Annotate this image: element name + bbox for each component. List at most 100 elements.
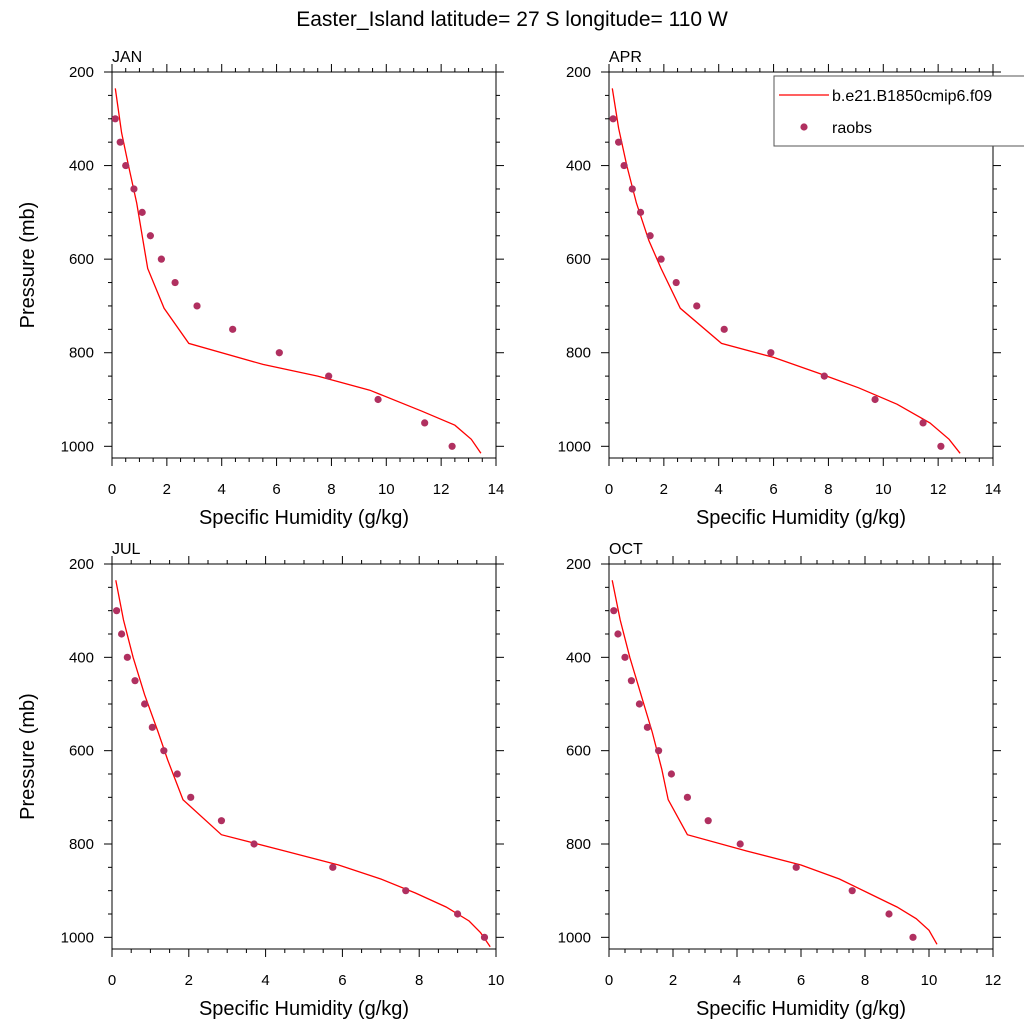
raobs-point: [767, 349, 775, 357]
plot-frame: [111, 71, 497, 459]
raobs-point: [250, 840, 258, 848]
x-tick-label: 2: [185, 972, 193, 989]
x-tick-label: 6: [769, 481, 777, 498]
y-tick-label: 800: [69, 345, 94, 362]
raobs-point: [792, 863, 800, 871]
model-line: [611, 88, 961, 454]
raobs-point: [187, 793, 195, 801]
legend-box: [773, 75, 1024, 147]
x-axis-label: Specific Humidity (g/kg): [199, 507, 409, 529]
x-tick-label: 10: [875, 481, 892, 498]
y-tick-label: 600: [69, 251, 94, 268]
raobs-point: [157, 255, 165, 263]
y-tick-label: 200: [69, 556, 94, 573]
raobs-point: [217, 817, 226, 825]
x-tick-label: 6: [338, 972, 346, 989]
data-area: [609, 88, 961, 454]
plot-frame: [608, 563, 994, 950]
raobs-point: [919, 419, 927, 427]
raobs-point: [627, 677, 636, 685]
raobs-point: [885, 910, 893, 918]
raobs-point: [693, 302, 701, 310]
x-tick-label: 10: [921, 972, 938, 989]
x-tick-label: 0: [108, 972, 116, 989]
raobs-point: [454, 910, 462, 918]
raobs-point: [704, 817, 712, 825]
figure-title: Easter_Island latitude= 27 S longitude= …: [296, 8, 728, 31]
raobs-point: [636, 208, 645, 216]
raobs-point: [683, 793, 692, 801]
legend-label-model: b.e21.B1850cmip6.f09: [832, 88, 992, 105]
x-tick-label: 10: [488, 972, 505, 989]
x-tick-label: 0: [108, 481, 116, 498]
raobs-point: [448, 442, 456, 450]
y-tick-label: 1000: [61, 929, 94, 946]
raobs-point: [848, 887, 856, 895]
y-tick-label: 200: [566, 556, 591, 573]
raobs-point: [146, 232, 154, 240]
raobs-point: [329, 863, 337, 871]
y-axis-label: Pressure (mb): [17, 693, 39, 820]
y-tick-label: 600: [69, 743, 94, 760]
raobs-point: [480, 933, 489, 941]
panel-title: JAN: [112, 49, 142, 66]
x-tick-label: 12: [433, 481, 450, 498]
x-tick-label: 2: [163, 481, 171, 498]
panel-title: APR: [609, 49, 642, 66]
raobs-point: [116, 138, 124, 146]
panel-title: OCT: [609, 541, 643, 558]
raobs-point: [657, 255, 665, 263]
x-tick-label: 2: [660, 481, 668, 498]
raobs-point: [131, 677, 139, 685]
panel-jul: 0 2 4 6 8 10 200 400 600 800 1000 JUL Specific Humid…: [17, 541, 504, 1020]
y-tick-label: 1000: [61, 438, 94, 455]
model-line: [115, 580, 491, 948]
y-tick-label: 200: [69, 64, 94, 81]
y-tick-label: 600: [566, 743, 591, 760]
x-tick-label: 2: [669, 972, 677, 989]
raobs-point: [374, 395, 382, 404]
raobs-point: [118, 630, 126, 638]
y-tick-label: 800: [566, 345, 591, 362]
raobs-point: [112, 115, 119, 123]
x-tick-label: 0: [605, 481, 613, 498]
x-tick-label: 8: [824, 481, 832, 498]
raobs-point: [141, 700, 149, 708]
x-axis-label: Specific Humidity (g/kg): [696, 507, 906, 529]
data-area: [112, 88, 482, 454]
x-tick-label: 12: [930, 481, 947, 498]
panel-title: JUL: [112, 541, 141, 558]
x-tick-label: 4: [715, 481, 723, 498]
model-line: [611, 580, 938, 945]
y-tick-label: 400: [69, 158, 94, 175]
raobs-point: [871, 395, 879, 404]
x-tick-label: 10: [378, 481, 395, 498]
raobs-point: [229, 325, 237, 333]
y-tick-label: 1000: [558, 929, 591, 946]
x-tick-label: 14: [488, 481, 505, 498]
raobs-point: [421, 419, 429, 427]
raobs-point: [615, 138, 623, 146]
raobs-point: [621, 653, 629, 661]
raobs-point: [643, 723, 652, 731]
raobs-point: [628, 185, 636, 193]
x-tick-label: 8: [415, 972, 423, 989]
raobs-point: [646, 232, 654, 240]
data-area: [610, 580, 938, 945]
y-tick-label: 400: [566, 158, 591, 175]
x-tick-label: 6: [272, 481, 280, 498]
x-tick-label: 4: [733, 972, 741, 989]
x-tick-label: 6: [797, 972, 805, 989]
raobs-point: [325, 372, 333, 380]
raobs-point: [138, 208, 146, 216]
y-tick-label: 200: [566, 64, 591, 81]
raobs-point: [130, 185, 138, 193]
raobs-point: [820, 372, 828, 380]
plot-frame: [111, 563, 497, 950]
raobs-point: [113, 607, 121, 615]
raobs-point: [402, 887, 410, 895]
raobs-point: [148, 723, 156, 731]
model-line: [114, 88, 482, 454]
